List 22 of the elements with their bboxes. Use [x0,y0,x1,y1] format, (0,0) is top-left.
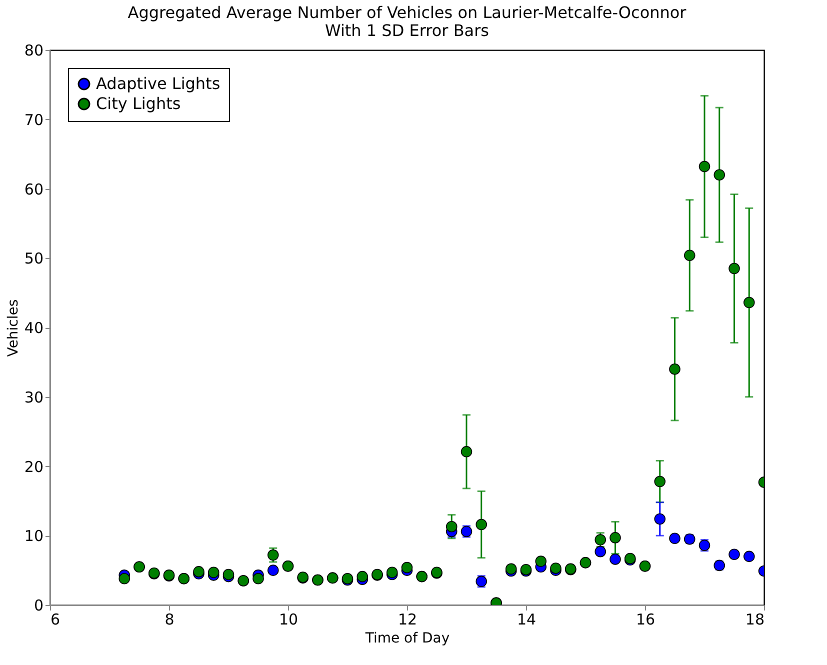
y-tick-label: 40 [24,319,44,337]
y-tick-label: 10 [24,527,44,546]
x-tick-label: 16 [636,610,656,628]
y-tick-label: 50 [24,250,44,268]
x-tick-label: 6 [50,610,60,628]
y-axis-title: Vehicles [5,299,22,357]
chart-title: Aggregated Average Number of Vehicles on Laurier-Metcalfe-Oconnor [128,3,687,22]
chart-subtitle: With 1 SD Error Bars [324,21,490,40]
x-tick-label: 14 [516,610,536,628]
y-tick-label: 30 [24,388,44,406]
x-tick-label: 8 [164,610,174,628]
y-tick-label: 0 [34,596,44,614]
x-tick-label: 18 [745,610,764,628]
x-tick-label: 12 [398,610,418,628]
x-axis-title: Time of Day [364,630,450,646]
y-tick-label: 80 [24,42,44,60]
x-tick-label: 10 [278,610,298,628]
y-tick-label: 70 [24,110,44,129]
y-tick-label: 20 [24,458,44,476]
legend-label: Adaptive Lights [96,74,220,93]
legend-label: City Lights [96,94,181,113]
y-tick-label: 60 [24,180,44,198]
